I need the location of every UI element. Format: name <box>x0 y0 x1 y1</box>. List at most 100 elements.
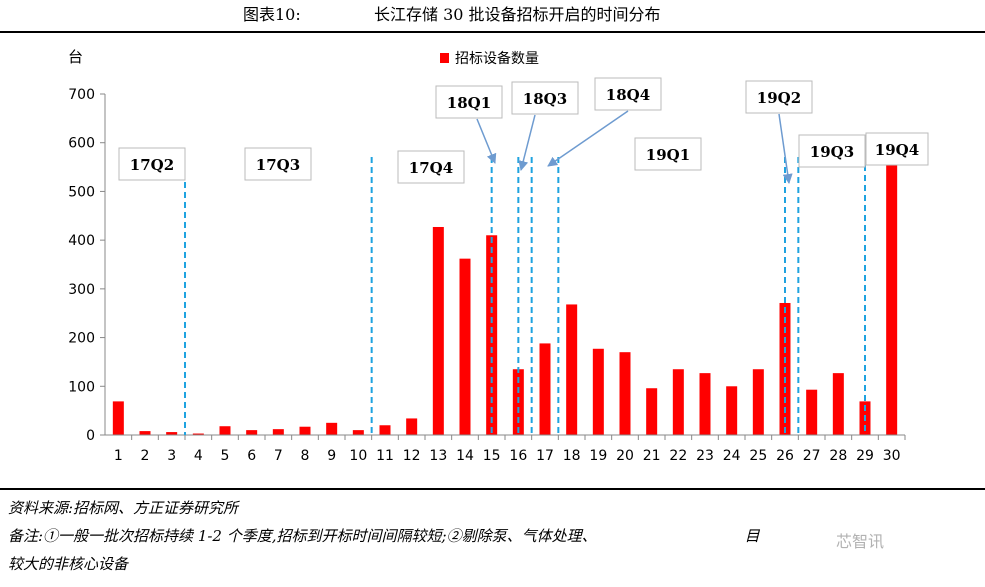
figure-title: 图表10: 长江存储 30 批设备招标开启的时间分布 <box>0 2 985 28</box>
quarter-label-box <box>634 137 702 171</box>
quarter-label-box <box>397 150 465 184</box>
bar <box>672 369 684 435</box>
bar <box>566 304 578 435</box>
remark-note-line1: 备注:①一般一批次招标持续 1-2 个季度,招标到开标时间间隔较短;②剔除泵、气… <box>8 525 760 546</box>
quarter-label-box <box>798 134 866 168</box>
bar <box>806 389 818 435</box>
bar <box>272 429 284 435</box>
quarter-label-box <box>118 147 186 181</box>
y-tick-label: 700 <box>68 87 95 103</box>
x-tick-label: 9 <box>327 448 336 464</box>
remark-note-tail: 目 <box>744 527 760 545</box>
x-tick-label: 25 <box>749 448 767 464</box>
x-tick-label: 29 <box>856 448 874 464</box>
bar <box>486 235 498 435</box>
x-tick-label: 5 <box>221 448 230 464</box>
x-tick-label: 21 <box>643 448 661 464</box>
bar <box>699 373 711 435</box>
x-tick-label: 13 <box>429 448 447 464</box>
quarter-label: 17Q4 <box>409 159 453 177</box>
top-rule <box>0 31 985 33</box>
quarter-label-box <box>594 77 662 111</box>
y-tick-label: 500 <box>68 184 95 200</box>
bar <box>219 426 231 435</box>
quarter-label-box <box>865 132 929 166</box>
bar <box>112 401 124 435</box>
bar <box>619 352 631 435</box>
bar <box>246 430 258 435</box>
quarter-label: 19Q1 <box>646 146 690 164</box>
legend-swatch <box>440 53 449 63</box>
x-tick-label: 8 <box>301 448 310 464</box>
legend: 招标设备数量 <box>440 50 539 67</box>
x-tick-label: 18 <box>563 448 581 464</box>
x-tick-label: 22 <box>669 448 687 464</box>
watermark: 芯智讯 <box>836 532 885 551</box>
bar <box>459 258 471 435</box>
quarter-label: 18Q1 <box>447 94 491 112</box>
figure-title-text: 长江存储 30 批设备招标开启的时间分布 <box>374 5 661 24</box>
x-tick-label: 12 <box>403 448 421 464</box>
bar <box>326 422 338 435</box>
annotation-arrow <box>518 114 536 171</box>
quarter-label: 17Q2 <box>130 156 174 174</box>
bar <box>379 425 391 435</box>
quarter-label: 19Q4 <box>875 141 919 159</box>
bar <box>592 348 604 435</box>
y-tick-label: 300 <box>68 282 95 298</box>
x-tick-label: 1 <box>114 448 123 464</box>
annotation-arrow <box>778 113 793 184</box>
x-tick-label: 6 <box>247 448 256 464</box>
legend-label: 招标设备数量 <box>455 50 539 67</box>
annotation-arrow <box>547 110 629 167</box>
bar <box>166 432 178 435</box>
bar <box>406 418 418 435</box>
y-tick-label: 100 <box>68 379 95 395</box>
x-tick-label: 23 <box>696 448 714 464</box>
bar <box>726 386 738 435</box>
x-tick-label: 19 <box>589 448 607 464</box>
x-tick-label: 2 <box>141 448 150 464</box>
figure-number: 图表10: <box>243 5 301 24</box>
x-tick-label: 4 <box>194 448 203 464</box>
y-tick-label: 400 <box>68 233 95 249</box>
bar <box>646 388 658 435</box>
bar <box>139 431 151 435</box>
quarter-label: 19Q2 <box>757 89 801 107</box>
bar <box>352 430 364 435</box>
remark-note-line2: 较大的非核心设备 <box>8 555 129 573</box>
bar <box>539 343 551 435</box>
x-tick-label: 28 <box>829 448 847 464</box>
bar <box>832 373 844 435</box>
quarter-label: 18Q3 <box>523 90 567 108</box>
x-tick-label: 27 <box>803 448 821 464</box>
remark-note-text: 备注:①一般一批次招标持续 1-2 个季度,招标到开标时间间隔较短;②剔除泵、气… <box>8 527 597 545</box>
x-tick-label: 16 <box>509 448 527 464</box>
x-tick-label: 20 <box>616 448 634 464</box>
bar <box>432 226 444 435</box>
x-tick-label: 15 <box>483 448 501 464</box>
quarter-label-box <box>511 81 579 115</box>
bar <box>192 433 204 435</box>
quarter-label: 19Q3 <box>810 143 854 161</box>
y-tick-label: 200 <box>68 331 95 347</box>
bar <box>299 426 311 435</box>
quarter-label: 18Q4 <box>606 86 650 104</box>
x-tick-label: 10 <box>349 448 367 464</box>
x-tick-label: 7 <box>274 448 283 464</box>
bottom-rule <box>0 488 985 490</box>
y-axis-label: 台 <box>68 48 83 66</box>
y-tick-label: 600 <box>68 136 95 152</box>
bar <box>886 164 898 435</box>
x-tick-label: 26 <box>776 448 794 464</box>
bar <box>752 369 764 435</box>
x-tick-label: 30 <box>883 448 901 464</box>
quarter-label-box <box>244 147 312 181</box>
annotation-arrow <box>476 118 497 164</box>
quarter-label-box <box>435 85 503 119</box>
y-tick-label: 0 <box>86 428 95 444</box>
x-tick-label: 3 <box>167 448 176 464</box>
source-note: 资料来源:招标网、方正证券研究所 <box>8 499 239 517</box>
x-tick-label: 14 <box>456 448 474 464</box>
